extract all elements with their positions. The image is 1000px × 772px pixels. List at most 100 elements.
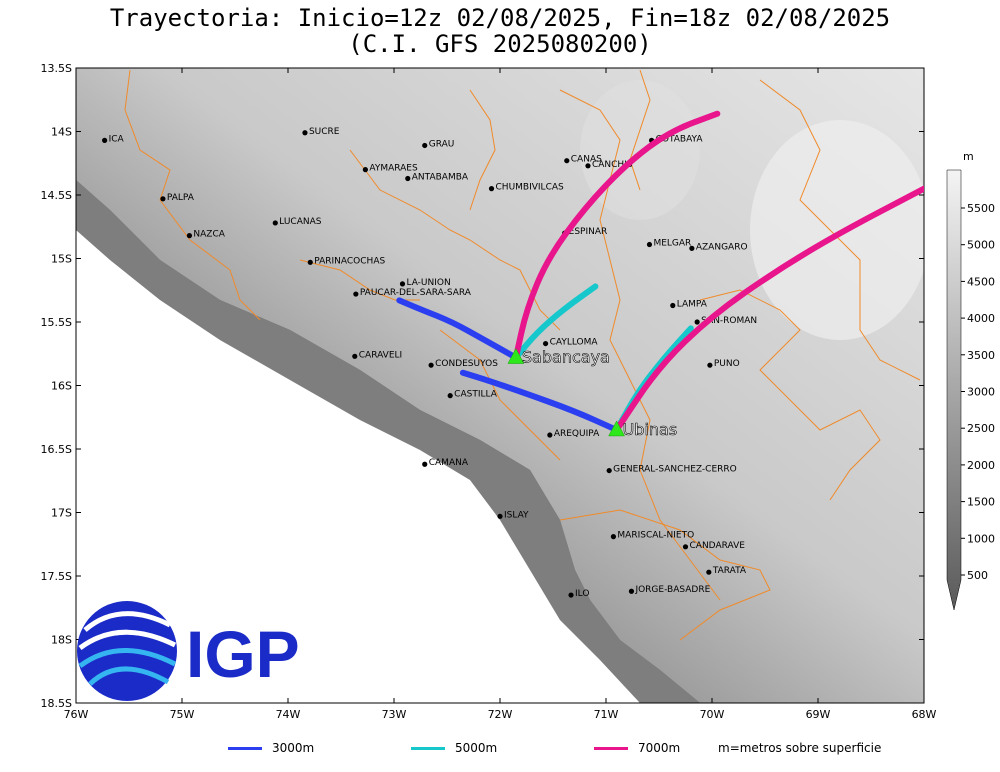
place-label: ILO <box>575 589 589 599</box>
place-label: AREQUIPA <box>554 429 600 439</box>
place-marker <box>302 130 308 136</box>
place-marker <box>405 175 411 182</box>
place-label: ISLAY <box>504 510 529 520</box>
place-label: GRAU <box>429 139 455 149</box>
legend-item-7000: 7000m <box>594 741 680 755</box>
legend-item-3000: 3000m <box>228 741 314 755</box>
volcano-triangle <box>608 420 626 437</box>
x-tick-label: 73W <box>382 708 407 721</box>
place-label: ANTABAMBA <box>412 172 469 182</box>
colorbar-label: 3500 <box>967 349 995 362</box>
place-marker <box>422 142 428 149</box>
place-marker <box>707 362 713 368</box>
place-marker <box>186 233 193 239</box>
place-label: PALPA <box>167 193 195 203</box>
trajectory-7000m <box>512 110 721 361</box>
place-label: CASTILLA <box>454 390 498 400</box>
place-label: NAZCA <box>193 230 225 240</box>
colorbar-label: 2000 <box>967 459 995 472</box>
place-marker <box>694 319 700 325</box>
place-label: SAN-ROMAN <box>701 316 757 326</box>
place-marker <box>272 220 278 226</box>
x-tick-label: 70W <box>700 708 725 721</box>
place-label: MARISCAL-NIETO <box>617 531 694 541</box>
place-marker <box>585 163 591 169</box>
place-label: PARINACOCHAS <box>314 256 385 266</box>
place-label: CONDESUYOS <box>435 359 498 369</box>
place-label: CANAS <box>571 155 602 165</box>
x-tick-label: 76W <box>64 708 89 721</box>
place-marker <box>542 340 549 347</box>
igp-logo: IGP <box>77 601 300 701</box>
colorbar-label: 1000 <box>967 532 995 545</box>
place-marker <box>160 196 166 202</box>
place-label: TARATA <box>712 566 747 576</box>
place-label: JORGE-BASADRE <box>634 585 710 595</box>
place-label: CAMANA <box>429 458 469 468</box>
place-marker <box>682 544 689 550</box>
place-label: AZANGARO <box>696 242 748 252</box>
place-marker <box>307 259 313 265</box>
place-label: GENERAL-SANCHEZ-CERRO <box>613 465 737 475</box>
colorbar-label: 1500 <box>967 496 995 509</box>
place-marker <box>564 158 570 164</box>
y-tick-label: 15S <box>51 253 72 266</box>
place-marker <box>670 302 676 309</box>
y-tick-label: 15.5S <box>41 316 72 329</box>
place-label: CANDARAVE <box>690 541 746 551</box>
place-marker <box>399 281 406 287</box>
place-label: CANCHIS <box>592 160 633 170</box>
place-label: LAMPA <box>677 299 708 309</box>
place-label: LA-UNION <box>406 278 450 288</box>
volcano-markers: Sabancaya Ubinas <box>507 347 677 439</box>
trajectory-lines <box>396 110 924 433</box>
trajectory-3000m <box>396 297 519 361</box>
legend-label: 5000m <box>455 741 498 755</box>
place-label: ICA <box>109 134 125 144</box>
place-label: SUCRE <box>309 127 340 137</box>
volcano-label: Sabancaya <box>522 348 610 367</box>
svg-text:IGP: IGP <box>186 617 300 691</box>
place-marker <box>422 461 428 467</box>
title-line-1: Trayectoria: Inicio=12z 02/08/2025, Fin=… <box>109 4 891 32</box>
place-label: LUCANAS <box>279 217 321 227</box>
title-line-2: (C.I. GFS 2025080200) <box>348 30 652 58</box>
place-marker <box>428 362 434 368</box>
place-marker <box>102 137 108 143</box>
y-tick-label: 17S <box>51 507 72 520</box>
x-tick-label: 74W <box>276 708 301 721</box>
place-marker <box>353 291 359 297</box>
y-tick-label: 17.5S <box>41 570 72 583</box>
legend-swatch <box>411 747 445 750</box>
x-tick-label: 68W <box>912 708 937 721</box>
place-marker <box>497 513 503 519</box>
y-tick-label: 14S <box>51 126 72 139</box>
place-label: COTABAYA <box>656 134 704 144</box>
x-tick-label: 71W <box>594 708 619 721</box>
y-tick-label: 16.5S <box>41 443 72 456</box>
place-marker <box>628 588 635 594</box>
place-marker <box>447 393 453 399</box>
colorbar-label: 5000 <box>967 239 995 252</box>
place-marker <box>646 241 653 248</box>
place-marker <box>568 592 574 598</box>
y-tick-label: 18.5S <box>41 697 72 710</box>
colorbar-label: 4000 <box>967 312 995 325</box>
colorbar-label: 500 <box>967 569 988 582</box>
place-marker <box>689 245 695 251</box>
x-tick-label: 69W <box>806 708 831 721</box>
place-marker <box>610 534 617 540</box>
place-marker <box>352 353 358 359</box>
y-tick-label: 13.5S <box>41 62 72 75</box>
legend-swatch <box>228 747 262 750</box>
place-marker <box>488 186 495 192</box>
axis-ticks: 76W 75W 74W 73W 72W 71W 70W 69W 68W 13.5S 14S 14.5S… <box>41 62 937 721</box>
place-label: PUNO <box>714 359 740 369</box>
place-label: CAYLLOMA <box>550 338 599 348</box>
place-marker <box>706 569 712 575</box>
trajectory-7000m <box>613 185 924 433</box>
place-marker <box>362 167 368 173</box>
place-marker <box>547 432 553 438</box>
trajectory-3000m <box>459 369 620 433</box>
